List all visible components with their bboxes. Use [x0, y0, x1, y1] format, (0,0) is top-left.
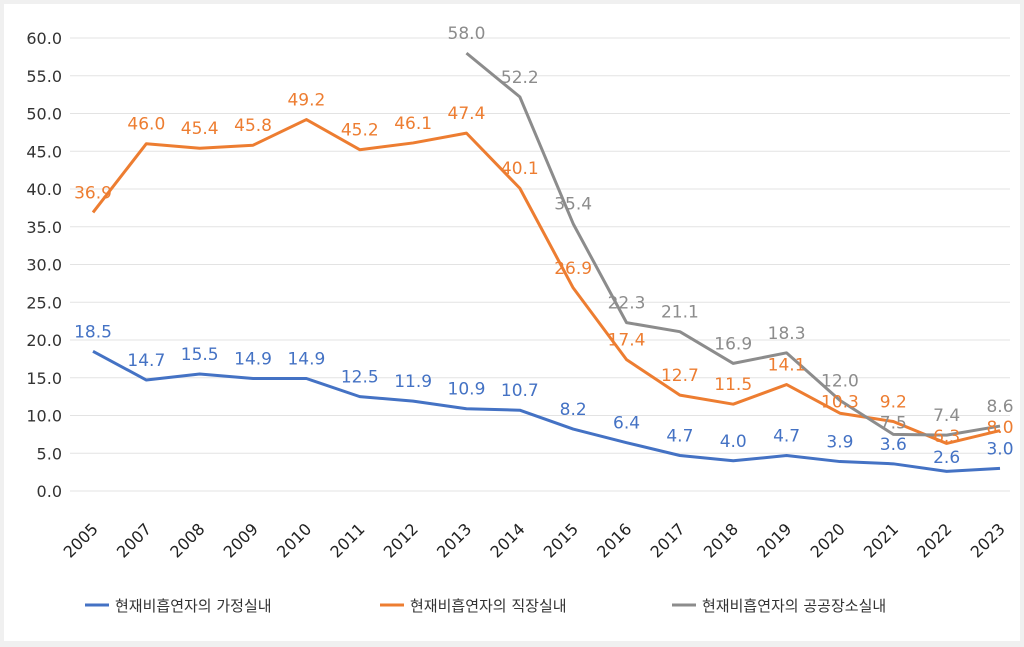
data-label: 47.4 — [448, 104, 486, 124]
data-label: 3.0 — [986, 439, 1013, 459]
data-label: 58.0 — [448, 24, 486, 44]
data-label: 12.0 — [821, 371, 859, 391]
y-tick-label: 60.0 — [26, 29, 62, 48]
data-label: 10.7 — [501, 381, 539, 401]
line-chart: 0.0 5.0 10.0 15.0 20.0 25.0 30.0 35.0 40.0 45.0 50… — [4, 4, 1020, 641]
y-tick-label: 45.0 — [26, 142, 62, 161]
y-tick-label: 15.0 — [26, 369, 62, 388]
data-label: 16.9 — [714, 334, 752, 354]
data-label: 2.6 — [933, 448, 960, 468]
x-tick-label: 2015 — [540, 519, 582, 561]
data-label: 35.4 — [554, 195, 592, 215]
data-label: 17.4 — [608, 331, 646, 351]
data-label: 3.6 — [880, 435, 907, 455]
x-tick-label: 2014 — [486, 519, 528, 561]
y-tick-label: 25.0 — [26, 293, 62, 312]
series-line — [92, 350, 1001, 473]
data-label: 11.5 — [714, 375, 752, 395]
y-tick-label: 30.0 — [26, 256, 62, 275]
data-label: 14.1 — [768, 356, 806, 376]
x-tick-label: 2020 — [807, 519, 849, 561]
data-label: 12.7 — [661, 366, 699, 386]
legend-label: 현재비흡연자의 가정실내 — [115, 597, 272, 615]
data-label: 8.2 — [560, 400, 587, 420]
y-tick-label: 5.0 — [37, 444, 62, 463]
x-tick-label: 2005 — [60, 519, 102, 561]
data-label: 46.1 — [394, 114, 432, 134]
data-label: 4.0 — [720, 432, 747, 452]
data-label: 45.4 — [181, 119, 219, 139]
x-tick-label: 2007 — [113, 519, 155, 561]
x-tick-label: 2008 — [166, 519, 208, 561]
legend-label: 현재비흡연자의 공공장소실내 — [702, 597, 886, 615]
x-tick-label: 2022 — [913, 519, 955, 561]
data-label: 14.9 — [287, 350, 325, 370]
data-label: 26.9 — [554, 259, 592, 279]
data-label: 10.3 — [821, 392, 859, 412]
y-tick-label: 50.0 — [26, 105, 62, 124]
data-label: 46.0 — [127, 115, 165, 135]
data-label: 9.2 — [880, 393, 907, 413]
data-label: 21.1 — [661, 303, 699, 323]
data-label: 7.4 — [933, 406, 960, 426]
data-label: 45.2 — [341, 121, 379, 141]
data-label: 11.9 — [394, 372, 432, 392]
x-tick-label: 2011 — [326, 519, 368, 561]
data-label: 52.2 — [501, 68, 539, 88]
y-tick-label: 40.0 — [26, 180, 62, 199]
x-tick-label: 2018 — [700, 519, 742, 561]
x-tick-label: 2016 — [593, 519, 635, 561]
legend-label: 현재비흡연자의 직장실내 — [410, 597, 567, 615]
data-label: 8.0 — [986, 418, 1013, 438]
data-label: 49.2 — [287, 91, 325, 111]
x-tick-label: 2009 — [220, 519, 262, 561]
data-label: 22.3 — [608, 294, 646, 314]
y-tick-label: 0.0 — [37, 482, 62, 501]
data-label: 36.9 — [74, 183, 112, 203]
x-tick-label: 2010 — [273, 519, 315, 561]
chart-svg: 0.0 5.0 10.0 15.0 20.0 25.0 30.0 35.0 40.0 45.0 50… — [26, 24, 1013, 615]
x-tick-label: 2012 — [380, 519, 422, 561]
data-label: 3.9 — [826, 433, 853, 453]
data-label: 40.1 — [501, 159, 539, 179]
x-tick-label: 2019 — [753, 519, 795, 561]
data-label: 4.7 — [773, 427, 800, 447]
data-label: 15.5 — [181, 345, 219, 365]
data-label: 14.9 — [234, 350, 272, 370]
y-tick-label: 20.0 — [26, 331, 62, 350]
data-label: 14.7 — [127, 351, 165, 371]
data-label: 10.9 — [448, 380, 486, 400]
data-label: 6.3 — [933, 427, 960, 447]
data-label: 4.7 — [666, 427, 693, 447]
y-tick-label: 55.0 — [26, 67, 62, 86]
x-tick-label: 2017 — [646, 519, 688, 561]
x-tick-label: 2021 — [860, 519, 902, 561]
data-label: 7.5 — [880, 414, 907, 434]
x-tick-label: 2013 — [433, 519, 475, 561]
data-label: 45.8 — [234, 116, 272, 136]
data-label: 12.5 — [341, 368, 379, 388]
data-label: 18.3 — [768, 324, 806, 344]
data-label: 8.6 — [986, 397, 1013, 417]
series-line — [91, 118, 1001, 445]
y-tick-label: 10.0 — [26, 407, 62, 426]
data-label: 6.4 — [613, 414, 640, 434]
y-tick-label: 35.0 — [26, 218, 62, 237]
data-label: 18.5 — [74, 322, 112, 342]
x-tick-label: 2023 — [967, 519, 1009, 561]
